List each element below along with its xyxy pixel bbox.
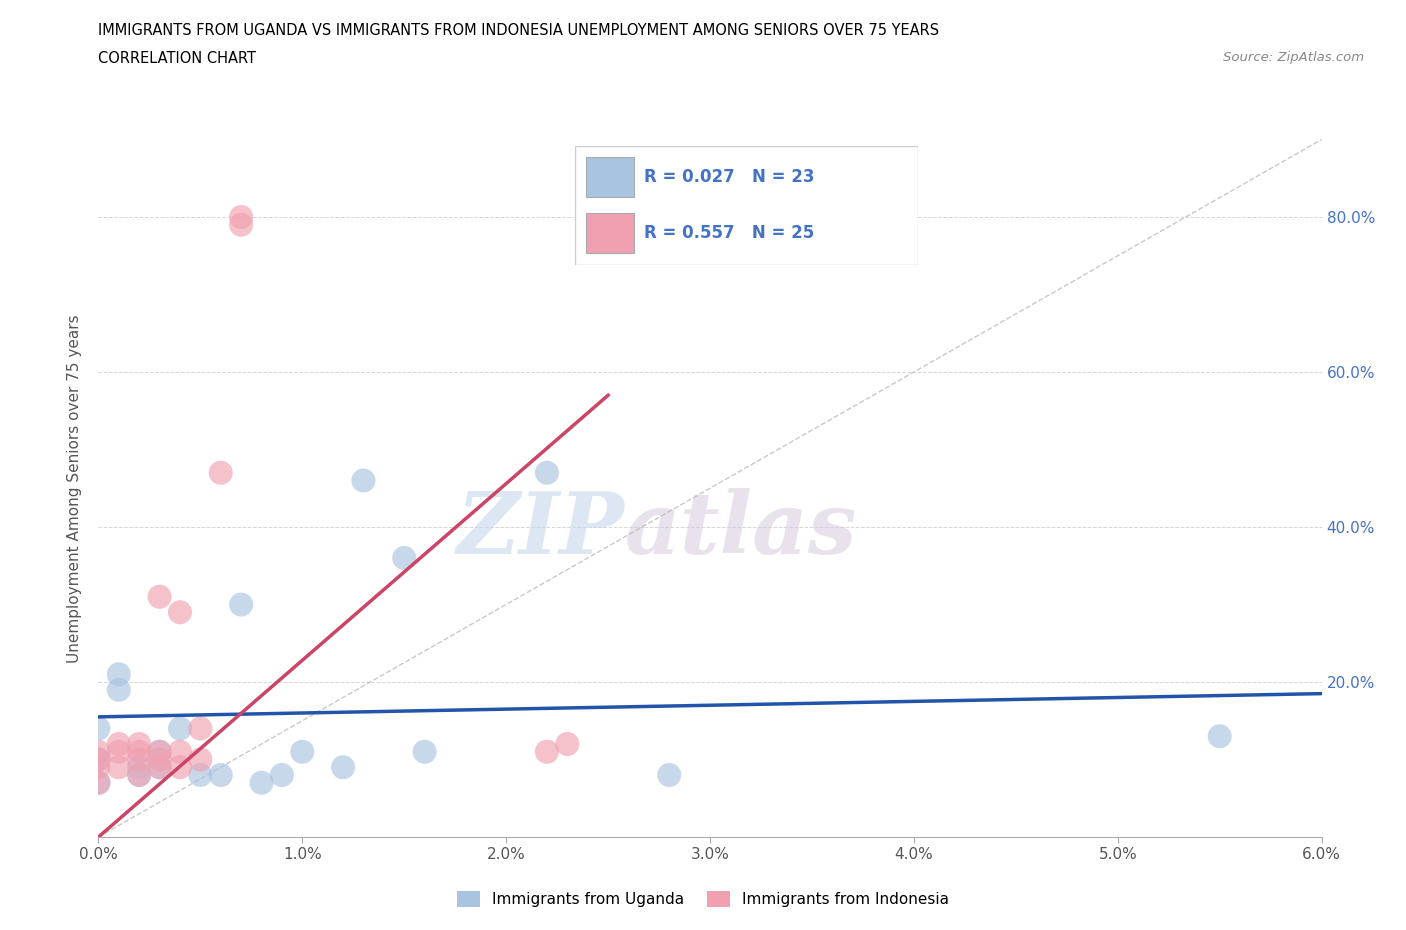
Point: [352, 473, 374, 488]
Point: [291, 744, 314, 759]
Point: [149, 760, 172, 775]
Point: [87, 776, 110, 790]
Point: [128, 744, 150, 759]
Point: [536, 744, 558, 759]
Point: [87, 760, 110, 775]
Text: CORRELATION CHART: CORRELATION CHART: [98, 51, 256, 66]
Point: [128, 737, 150, 751]
Point: [536, 465, 558, 480]
Point: [231, 218, 253, 232]
Point: [128, 767, 150, 782]
Point: [332, 760, 354, 775]
Point: [169, 744, 191, 759]
Point: [1208, 729, 1232, 744]
Point: [149, 752, 172, 767]
Legend: Immigrants from Uganda, Immigrants from Indonesia: Immigrants from Uganda, Immigrants from …: [451, 884, 955, 913]
Point: [108, 737, 131, 751]
Point: [392, 551, 416, 565]
Point: [188, 721, 212, 736]
Point: [658, 767, 681, 782]
Point: [413, 744, 436, 759]
Point: [149, 744, 172, 759]
Point: [555, 737, 579, 751]
Y-axis label: Unemployment Among Seniors over 75 years: Unemployment Among Seniors over 75 years: [67, 314, 83, 662]
Point: [149, 760, 172, 775]
Point: [87, 721, 110, 736]
Point: [108, 760, 131, 775]
Point: [128, 767, 150, 782]
Text: atlas: atlas: [624, 488, 856, 572]
Point: [169, 604, 191, 619]
Point: [188, 752, 212, 767]
Point: [250, 776, 273, 790]
Point: [87, 752, 110, 767]
Point: [87, 752, 110, 767]
Point: [149, 744, 172, 759]
Point: [108, 667, 131, 682]
Point: [231, 209, 253, 224]
Point: [169, 721, 191, 736]
Text: ZIP: ZIP: [457, 488, 624, 572]
Point: [169, 760, 191, 775]
Point: [209, 465, 232, 480]
Point: [108, 683, 131, 698]
Point: [128, 752, 150, 767]
Point: [209, 767, 232, 782]
Text: Source: ZipAtlas.com: Source: ZipAtlas.com: [1223, 51, 1364, 64]
Point: [270, 767, 292, 782]
Point: [128, 760, 150, 775]
Point: [149, 590, 172, 604]
Point: [231, 597, 253, 612]
Text: IMMIGRANTS FROM UGANDA VS IMMIGRANTS FROM INDONESIA UNEMPLOYMENT AMONG SENIORS O: IMMIGRANTS FROM UGANDA VS IMMIGRANTS FRO…: [98, 23, 939, 38]
Point: [87, 776, 110, 790]
Point: [87, 744, 110, 759]
Point: [188, 767, 212, 782]
Point: [108, 744, 131, 759]
